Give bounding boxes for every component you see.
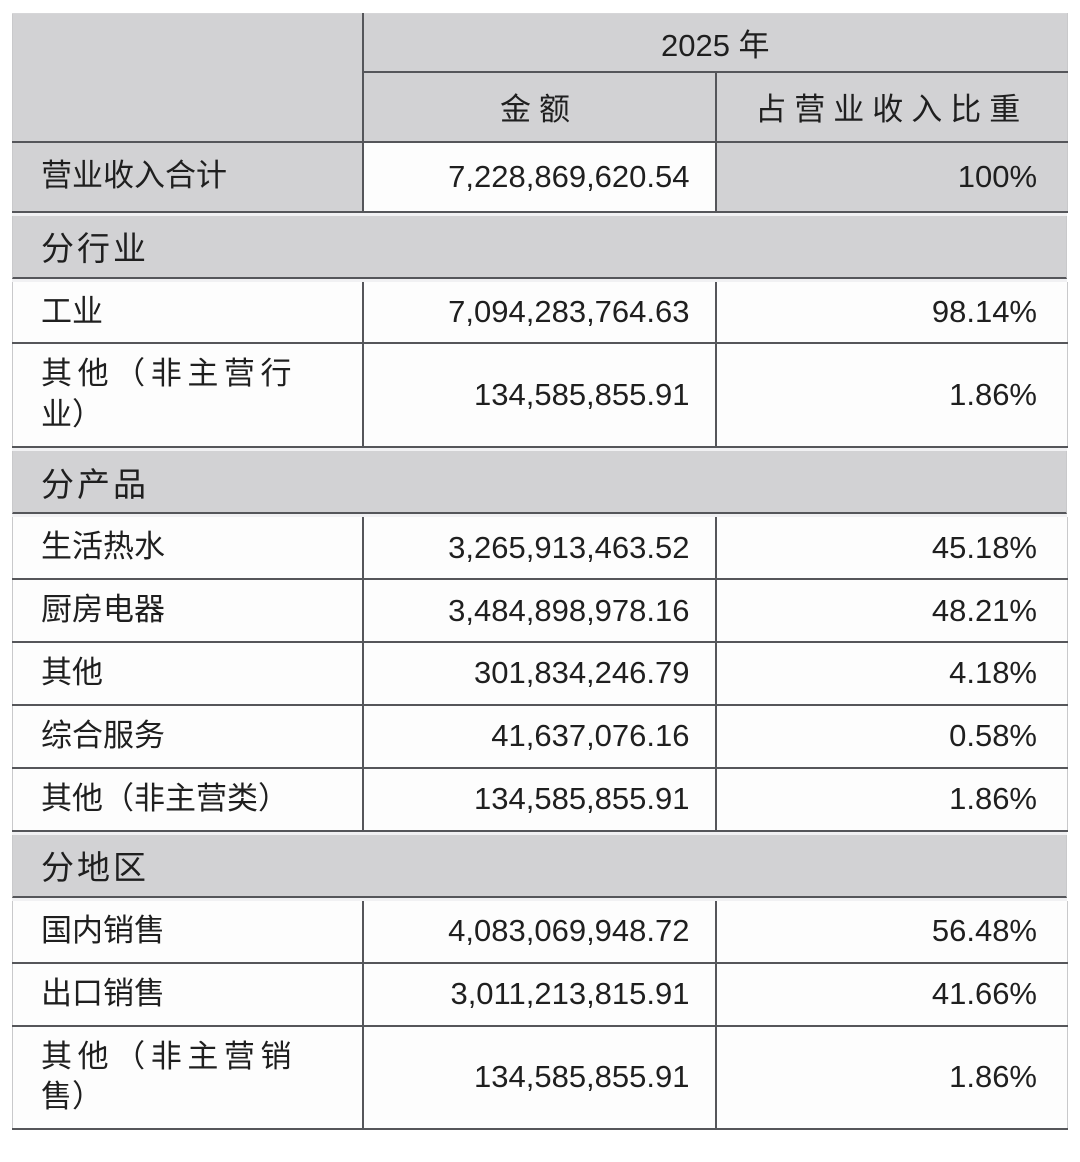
total-row-amount: 7,228,869,620.54 [361, 140, 717, 213]
row-label: 其他（非主营销售） [12, 1024, 364, 1131]
section-title: 分产品 [41, 465, 149, 503]
row-label: 出口销售 [12, 961, 364, 1027]
row-label: 国内销售 [12, 900, 364, 964]
row-ratio: 98.14% [714, 281, 1068, 345]
corner-header-cell [12, 13, 364, 143]
year-header-cell: 2025 年 [361, 13, 1069, 73]
row-amount: 4,083,069,948.72 [361, 900, 717, 964]
column-header-row: 金额 占营业收入比重 [13, 70, 1069, 143]
row-ratio: 1.86% [714, 1024, 1068, 1131]
section-gap [12, 514, 1067, 518]
row-ratio: 45.18% [714, 517, 1068, 581]
total-revenue-row: 营业收入合计 7,228,869,620.54 100% [12, 140, 1069, 213]
table-row: 出口销售 3,011,213,815.91 41.66% [12, 961, 1068, 1027]
row-amount: 134,585,855.91 [361, 342, 717, 449]
row-amount: 3,011,213,815.91 [361, 961, 717, 1027]
ratio-column-header: 占营业收入比重 [714, 70, 1069, 143]
section-band-industry: 分行业 [12, 215, 1067, 279]
table-row: 其他（非主营销售） 134,585,855.91 1.86% [12, 1024, 1068, 1131]
section-gap [12, 897, 1067, 901]
table-row: 生活热水 3,265,913,463.52 45.18% [12, 517, 1068, 581]
table-row: 工业 7,094,283,764.63 98.14% [12, 281, 1068, 345]
table-row: 其他（非主营类） 134,585,855.91 1.86% [12, 766, 1068, 832]
row-amount: 3,484,898,978.16 [361, 578, 717, 644]
row-ratio: 1.86% [714, 766, 1068, 832]
section-band-region: 分地区 [12, 834, 1067, 898]
row-label: 其他（非主营类） [12, 766, 364, 832]
row-ratio: 0.58% [714, 703, 1068, 769]
table-row: 其他（非主营行业） 134,585,855.91 1.86% [12, 342, 1068, 449]
table-row: 国内销售 4,083,069,948.72 56.48% [12, 900, 1068, 964]
row-amount: 41,637,076.16 [361, 703, 717, 769]
total-row-ratio: 100% [714, 140, 1069, 213]
row-amount: 301,834,246.79 [361, 641, 717, 706]
product-rows-table: 生活热水 3,265,913,463.52 45.18% 厨房电器 3,484,… [12, 517, 1068, 832]
section-gap [12, 448, 1067, 452]
region-rows-table: 国内销售 4,083,069,948.72 56.48% 出口销售 3,011,… [12, 900, 1068, 1131]
row-ratio: 41.66% [714, 961, 1068, 1027]
section-gap [12, 212, 1067, 216]
year-header-row: 2025 年 [12, 13, 1069, 143]
row-amount: 134,585,855.91 [361, 1024, 717, 1131]
table-row: 综合服务 41,637,076.16 0.58% [12, 703, 1068, 769]
row-label: 生活热水 [12, 517, 364, 581]
section-title: 分地区 [41, 849, 149, 887]
row-label: 工业 [12, 281, 364, 345]
row-amount: 7,094,283,764.63 [361, 281, 717, 345]
row-ratio: 1.86% [714, 342, 1068, 449]
section-title: 分行业 [41, 230, 149, 267]
section-gap [12, 831, 1067, 835]
total-row-label: 营业收入合计 [12, 140, 364, 213]
amount-column-header: 金额 [362, 70, 717, 143]
row-ratio: 4.18% [714, 641, 1068, 706]
row-amount: 3,265,913,463.52 [361, 517, 717, 581]
table-row: 厨房电器 3,484,898,978.16 48.21% [12, 578, 1068, 644]
row-label: 其他 [12, 641, 364, 706]
row-amount: 134,585,855.91 [361, 766, 717, 832]
section-band-product: 分产品 [12, 451, 1067, 515]
row-ratio: 48.21% [714, 578, 1068, 644]
row-ratio: 56.48% [714, 900, 1068, 964]
revenue-header-table: 2025 年 金额 占营业收入比重 营业收入合计 7,228,869,620.5… [12, 13, 1069, 213]
row-label: 综合服务 [12, 703, 364, 769]
table-row: 其他 301,834,246.79 4.18% [12, 641, 1068, 706]
revenue-breakdown-sheet: 2025 年 金额 占营业收入比重 营业收入合计 7,228,869,620.5… [12, 13, 1069, 1131]
row-label: 其他（非主营行业） [12, 342, 364, 449]
row-label: 厨房电器 [12, 578, 364, 644]
section-gap [12, 278, 1067, 282]
industry-rows-table: 工业 7,094,283,764.63 98.14% 其他（非主营行业） 134… [12, 281, 1068, 449]
